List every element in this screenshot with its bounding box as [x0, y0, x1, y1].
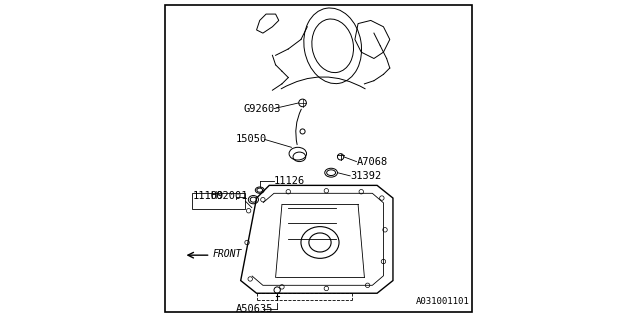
Text: A7068: A7068	[356, 156, 388, 167]
Text: 31392: 31392	[350, 171, 381, 181]
Text: A031001101: A031001101	[415, 297, 469, 306]
Text: FRONT: FRONT	[212, 249, 241, 259]
Text: 11126: 11126	[274, 176, 305, 186]
Text: A50635: A50635	[236, 304, 273, 314]
Text: H02001: H02001	[211, 191, 248, 201]
Text: G92603: G92603	[244, 104, 282, 114]
FancyBboxPatch shape	[191, 193, 246, 209]
FancyBboxPatch shape	[164, 4, 472, 312]
Text: 11109: 11109	[193, 191, 225, 201]
Text: 15050: 15050	[236, 134, 267, 144]
